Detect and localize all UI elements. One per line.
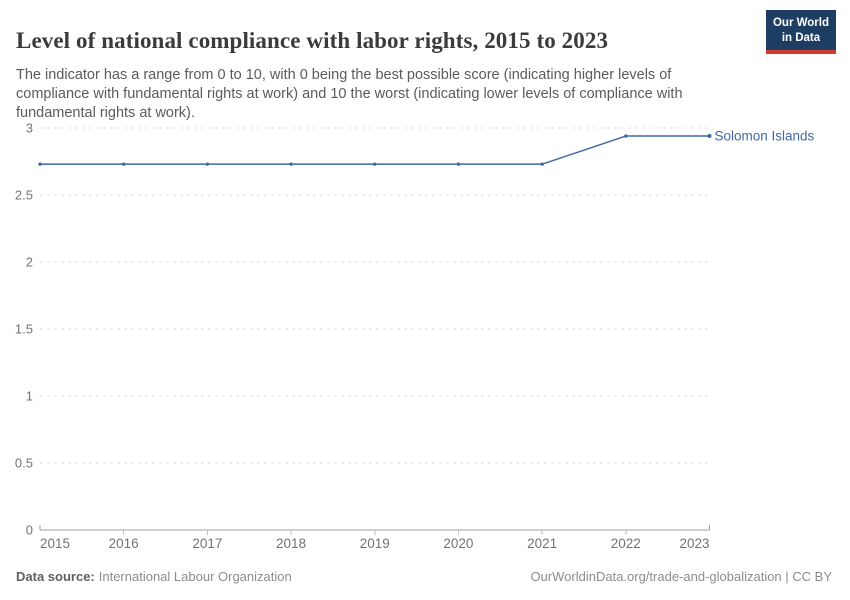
data-source: Data source: International Labour Organiz… <box>16 569 292 584</box>
data-point <box>121 162 126 166</box>
attribution-link[interactable]: OurWorldinData.org/trade-and-globalizati… <box>530 569 832 584</box>
x-tick-label: 2017 <box>192 536 222 551</box>
data-source-label: Data source: <box>16 569 95 584</box>
data-point <box>707 134 712 139</box>
owid-logo-line1: Our World <box>772 17 829 29</box>
data-point <box>373 162 377 166</box>
data-point <box>289 162 293 166</box>
owid-logo[interactable]: Our World in Data <box>765 10 836 54</box>
x-tick-label: 2021 <box>527 536 557 551</box>
x-tick-label: 2019 <box>360 536 390 551</box>
page-title: Level of national compliance with labor … <box>16 28 609 54</box>
owid-logo-line2: in Data <box>781 31 821 44</box>
y-tick-label: 0.5 <box>15 456 33 471</box>
y-tick-label: 3 <box>26 121 33 136</box>
series-end-label: Solomon Islands <box>715 129 815 144</box>
y-tick-label: 1.5 <box>15 322 33 337</box>
series-line <box>40 135 710 165</box>
chart-subtitle: The indicator has a range from 0 to 10, … <box>16 66 683 121</box>
line-chart: 0 0.5 1 1.5 2 2.5 3 2015 2016 2017 2018 2019 2020 202… <box>15 121 815 552</box>
data-point <box>540 162 544 166</box>
data-point <box>624 134 628 138</box>
x-tick-label: 2022 <box>611 536 641 551</box>
x-tick-label: 2015 <box>40 536 70 551</box>
data-point <box>456 162 461 166</box>
data-point <box>38 162 42 166</box>
data-source-value: International Labour Organization <box>98 569 292 584</box>
data-point <box>205 162 210 166</box>
x-tick-label: 2023 <box>679 536 709 551</box>
x-tick-label: 2020 <box>443 536 473 551</box>
x-tick-label: 2018 <box>276 536 306 551</box>
y-tick-label: 2 <box>26 255 33 270</box>
y-tick-label: 0 <box>26 523 33 538</box>
chart-footer: Data source: International Labour Organiz… <box>16 569 832 584</box>
y-tick-label: 2.5 <box>15 188 33 203</box>
x-tick-label: 2016 <box>109 536 139 551</box>
y-tick-label: 1 <box>26 389 33 404</box>
